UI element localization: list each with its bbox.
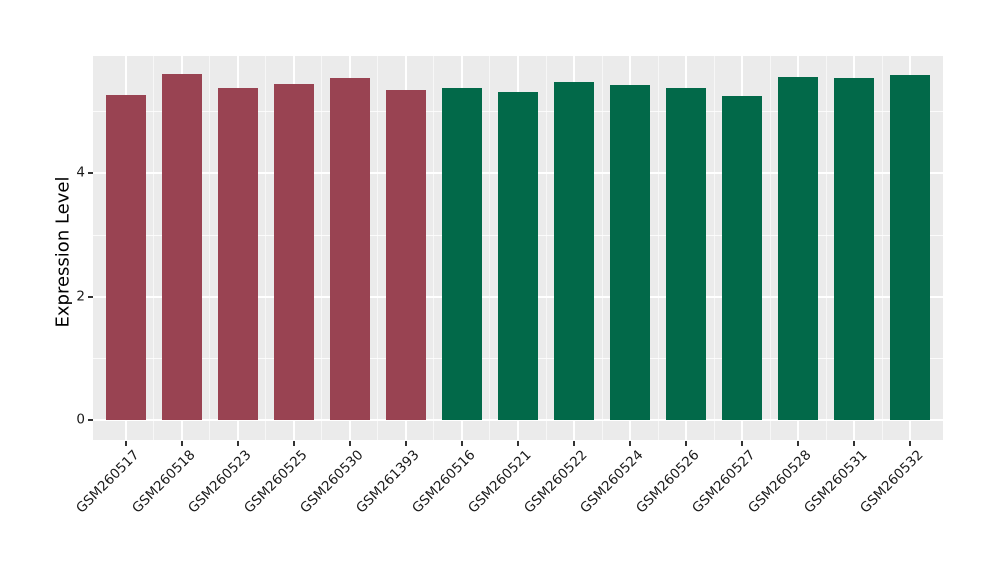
x-minor-gridline (825, 56, 827, 440)
plot-panel (93, 56, 943, 440)
x-minor-gridline (377, 56, 379, 440)
x-minor-gridline (769, 56, 771, 440)
bar (273, 84, 314, 421)
y-tick-label: 4 (76, 164, 85, 181)
x-minor-gridline (545, 56, 547, 440)
bar (778, 77, 819, 421)
bar (666, 87, 707, 421)
x-tick-mark (629, 441, 631, 446)
x-minor-gridline (881, 56, 883, 440)
y-tick-label: 0 (76, 411, 85, 428)
x-tick-mark (685, 441, 687, 446)
x-tick-mark (405, 441, 407, 446)
x-minor-gridline (713, 56, 715, 440)
x-minor-gridline (265, 56, 267, 440)
bar (498, 91, 538, 421)
x-tick-mark (461, 441, 463, 446)
x-tick-mark (349, 441, 351, 446)
x-tick-mark (293, 441, 295, 446)
x-minor-gridline (433, 56, 435, 440)
x-minor-gridline (657, 56, 659, 440)
x-tick-mark (125, 441, 127, 446)
y-axis-title: Expression Level (52, 176, 74, 328)
x-minor-gridline (209, 56, 211, 440)
bar (890, 75, 931, 421)
bar (161, 73, 202, 421)
bar (217, 88, 258, 421)
bar (385, 89, 426, 421)
x-tick-mark (237, 441, 239, 446)
bar (610, 85, 651, 421)
bar (722, 95, 763, 421)
x-minor-gridline (489, 56, 491, 440)
x-tick-mark (573, 441, 575, 446)
x-minor-gridline (153, 56, 155, 440)
x-tick-mark (797, 441, 799, 446)
y-tick-mark (88, 419, 93, 422)
x-tick-mark (853, 441, 855, 446)
y-tick-label: 2 (76, 288, 85, 305)
x-minor-gridline (601, 56, 603, 440)
bar (441, 87, 482, 421)
bar (834, 77, 875, 421)
x-minor-gridline (321, 56, 323, 440)
x-tick-mark (181, 441, 183, 446)
y-tick-mark (88, 295, 93, 298)
x-tick-mark (909, 441, 911, 446)
y-tick-mark (88, 172, 93, 175)
x-tick-mark (517, 441, 519, 446)
bar (105, 94, 146, 421)
bar (554, 81, 595, 421)
bar (329, 77, 370, 421)
x-tick-mark (741, 441, 743, 446)
